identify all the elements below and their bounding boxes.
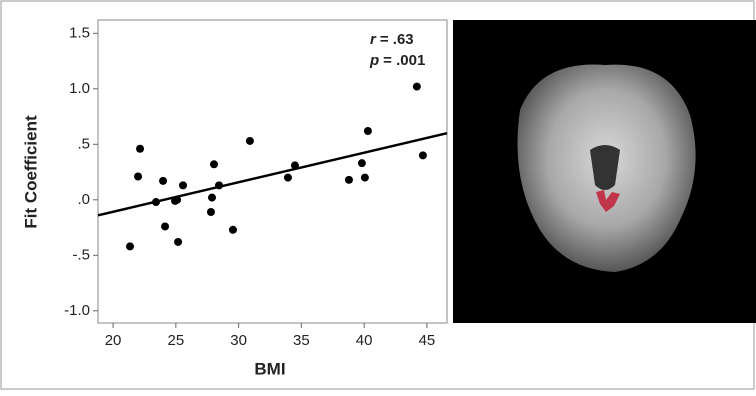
- data-point: [159, 177, 167, 185]
- y-axis-label: Fit Coefficient: [21, 115, 40, 229]
- data-point: [210, 160, 218, 168]
- annotation: p= .001: [369, 52, 425, 69]
- data-point: [173, 196, 181, 204]
- y-tick-label: .5: [77, 135, 90, 152]
- data-point: [207, 208, 215, 216]
- data-point: [161, 222, 169, 230]
- data-point: [215, 181, 223, 189]
- data-point: [345, 176, 353, 184]
- data-point: [246, 137, 254, 145]
- figure: BMI Fit Coefficient 1.5 1.0 .5 .0 -.5 -1.0 20 2…: [0, 0, 756, 391]
- data-point: [152, 198, 160, 206]
- annotation-symbol: p: [369, 52, 379, 69]
- y-tick-label: -1.0: [64, 302, 90, 319]
- data-point: [284, 174, 292, 182]
- data-point: [361, 174, 369, 182]
- x-tick-label: 20: [105, 332, 122, 349]
- x-tick-label: 30: [230, 332, 247, 349]
- x-tick-label: 45: [419, 332, 436, 349]
- data-point: [364, 127, 372, 135]
- data-point: [179, 181, 187, 189]
- data-point: [208, 194, 216, 202]
- x-tick-label: 35: [293, 332, 310, 349]
- brain-image: [453, 20, 756, 323]
- y-tick-label: -.5: [72, 246, 90, 263]
- y-tick-label: 1.5: [69, 24, 90, 41]
- x-tick-label: 25: [167, 332, 184, 349]
- data-point: [174, 238, 182, 246]
- data-point: [136, 145, 144, 153]
- y-tick-label: .0: [77, 191, 90, 208]
- x-axis-label: BMI: [254, 359, 285, 378]
- data-point: [229, 226, 237, 234]
- data-point: [134, 172, 142, 180]
- data-point: [291, 161, 299, 169]
- annotation-value: = .001: [383, 52, 425, 69]
- data-point: [126, 242, 134, 250]
- annotation-value: = .63: [380, 31, 414, 48]
- x-tick-label: 40: [356, 332, 373, 349]
- data-point: [413, 83, 421, 91]
- y-tick-label: 1.0: [69, 80, 90, 97]
- data-point: [358, 159, 366, 167]
- data-point: [419, 151, 427, 159]
